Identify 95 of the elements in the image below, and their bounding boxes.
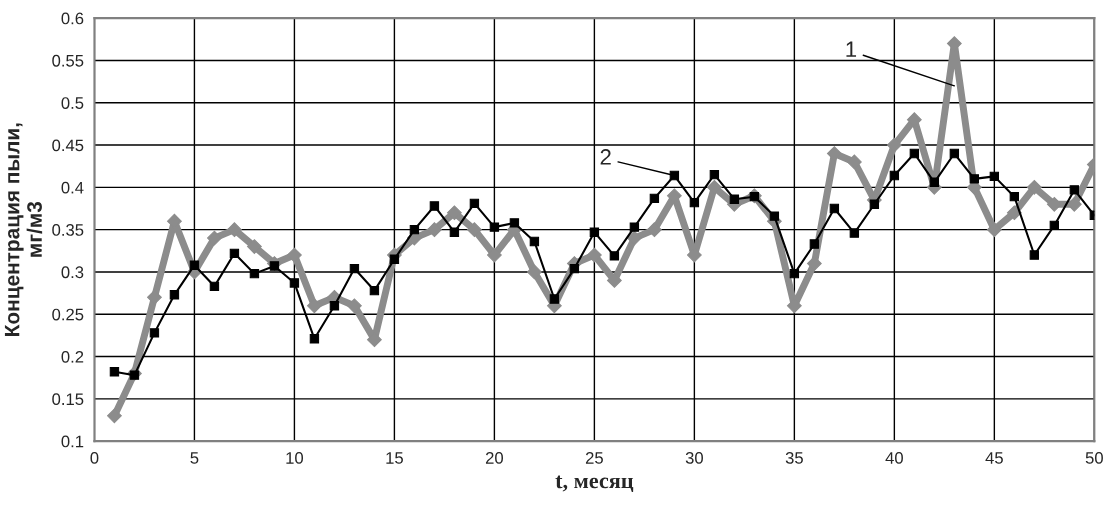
point <box>646 222 662 238</box>
point <box>949 148 960 159</box>
x-tick-label: 5 <box>190 452 199 464</box>
point <box>969 174 980 184</box>
y-tick-label: 0.55 <box>52 54 84 67</box>
point <box>806 256 822 271</box>
point <box>487 247 502 263</box>
point <box>629 222 640 232</box>
point <box>389 254 400 264</box>
point <box>846 154 862 170</box>
point <box>589 227 600 237</box>
point <box>109 367 120 377</box>
point <box>427 222 442 238</box>
point <box>689 197 700 208</box>
point <box>509 218 520 228</box>
point <box>207 230 222 246</box>
y-axis-title: Концентрация пыли, мг/м3 <box>4 123 43 336</box>
x-tick-label: 15 <box>386 452 403 464</box>
point <box>227 222 242 238</box>
point <box>209 281 220 292</box>
x-tick-label: 0 <box>90 452 99 464</box>
point <box>467 222 482 238</box>
point <box>249 268 260 279</box>
point <box>569 263 580 274</box>
point <box>789 268 800 279</box>
point <box>869 199 880 209</box>
point <box>329 301 340 311</box>
point <box>649 193 660 204</box>
point <box>307 298 322 314</box>
point <box>1026 179 1042 195</box>
y-tick-label: 0.4 <box>61 181 84 194</box>
point <box>269 261 280 271</box>
point <box>447 205 462 221</box>
point <box>929 177 940 187</box>
y-tick-label: 0.2 <box>61 350 84 363</box>
point <box>429 201 440 211</box>
point <box>829 203 840 214</box>
y-tick-label: 0.5 <box>61 97 84 109</box>
y-tick-label: 0.3 <box>61 266 84 279</box>
point <box>287 247 302 263</box>
point <box>449 227 460 237</box>
y-tick-label: 0.1 <box>61 435 84 448</box>
point <box>129 370 140 380</box>
point <box>309 334 320 344</box>
point <box>107 408 122 424</box>
point <box>169 290 180 300</box>
point <box>347 298 362 314</box>
annotation: 2 <box>600 149 611 165</box>
point <box>489 222 500 232</box>
y-tick-label: 0.6 <box>61 12 84 25</box>
x-tick-label: 25 <box>585 452 603 464</box>
point <box>1009 191 1020 202</box>
y-tick-label: 0.35 <box>52 224 84 236</box>
point <box>149 328 160 338</box>
point <box>626 230 642 246</box>
point <box>586 247 602 263</box>
point <box>729 194 740 204</box>
point <box>349 263 360 274</box>
point <box>147 289 162 305</box>
point <box>989 171 1000 182</box>
point <box>469 198 480 209</box>
point <box>549 294 560 304</box>
point <box>886 137 902 153</box>
point <box>849 228 860 238</box>
y-tick-label: 0.25 <box>52 308 84 321</box>
point <box>1029 250 1040 260</box>
point <box>709 169 720 180</box>
point <box>189 260 200 270</box>
point <box>606 273 622 288</box>
point <box>527 264 542 280</box>
y-tick-label: 0.15 <box>52 393 84 406</box>
y-tick-label: 0.45 <box>52 139 84 152</box>
x-axis-title: t, месяц <box>555 475 634 492</box>
x-tick-label: 50 <box>1085 452 1103 464</box>
point <box>1006 205 1022 221</box>
point <box>809 239 820 249</box>
point <box>289 278 300 288</box>
x-tick-label: 45 <box>985 452 1003 464</box>
point <box>229 248 240 259</box>
point <box>769 211 780 221</box>
point <box>247 239 262 254</box>
point <box>986 222 1002 238</box>
x-tick-label: 20 <box>485 452 504 464</box>
annotation: 1 <box>846 41 857 57</box>
point <box>409 224 420 235</box>
x-tick-label: 10 <box>286 452 304 464</box>
x-tick-label: 40 <box>885 452 903 464</box>
point <box>1069 185 1080 195</box>
point <box>909 148 920 159</box>
point <box>369 285 380 296</box>
point <box>529 236 540 247</box>
point <box>889 170 900 181</box>
x-tick-label: 30 <box>685 452 703 464</box>
x-tick-label: 35 <box>785 452 803 464</box>
point <box>609 251 620 261</box>
